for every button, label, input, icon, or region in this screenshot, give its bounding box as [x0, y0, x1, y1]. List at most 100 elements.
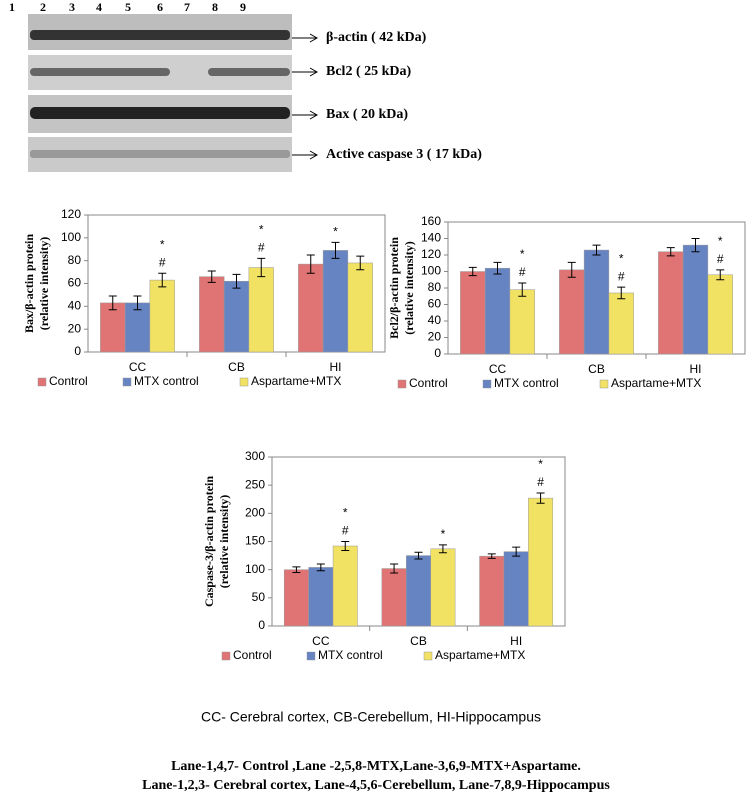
error-bar	[356, 255, 365, 271]
significance-marker: *	[538, 457, 543, 471]
error-bar	[108, 295, 117, 311]
bar	[682, 244, 709, 355]
y-tick-label: 160	[421, 214, 441, 228]
y-tick-label: 80	[428, 280, 442, 294]
bar	[248, 267, 274, 353]
y-tick-label: 100	[245, 562, 265, 576]
error-bar	[414, 551, 423, 560]
bar	[308, 567, 334, 627]
y-tick-label: 40	[68, 299, 82, 313]
y-axis-label: Caspase-3/β-actin protein	[202, 476, 216, 607]
bar	[559, 269, 585, 355]
y-axis-label: Bax/β-actin protein	[22, 234, 36, 333]
bar	[199, 276, 225, 353]
lane-number: 3	[69, 0, 75, 14]
bar	[707, 274, 733, 355]
significance-marker: #	[519, 265, 526, 279]
x-tick-label: CC	[489, 362, 507, 376]
significance-marker: *	[160, 237, 165, 251]
y-tick-label: 80	[68, 253, 82, 267]
x-tick-label: HI	[690, 362, 702, 376]
y-tick-label: 300	[245, 449, 265, 463]
error-bar	[691, 238, 700, 253]
band	[30, 30, 290, 40]
y-tick-label: 250	[245, 477, 265, 491]
lane-number: 5	[125, 0, 131, 14]
y-tick-label: 100	[61, 230, 81, 244]
y-tick-label: 60	[68, 276, 82, 290]
significance-marker: #	[717, 252, 724, 266]
y-tick-label: 0	[434, 346, 441, 360]
bar	[658, 251, 684, 355]
legend-label: Control	[49, 374, 88, 388]
significance-marker: *	[619, 251, 624, 265]
error-bar	[257, 257, 266, 278]
bar	[479, 555, 505, 627]
blot-label: β-actin ( 42 kDa)	[326, 30, 427, 45]
y-tick-label: 200	[245, 506, 265, 520]
error-bar	[518, 282, 527, 297]
y-tick-label: 20	[68, 321, 82, 335]
legend-label: Aspartame+MTX	[611, 376, 701, 390]
bar	[149, 279, 175, 353]
significance-marker: *	[441, 527, 446, 541]
error-bar	[493, 261, 502, 275]
bar	[608, 292, 634, 355]
error-bar	[341, 541, 350, 552]
error-bar	[232, 273, 241, 289]
error-bar	[207, 270, 216, 283]
arrow-head	[309, 33, 319, 43]
lane-number: 6	[157, 0, 163, 14]
y-tick-label: 0	[258, 618, 265, 632]
legend-label: Control	[233, 648, 272, 662]
y-tick-label: 50	[252, 590, 266, 604]
bar	[460, 271, 486, 355]
x-tick-label: CB	[228, 360, 245, 374]
caption-abbrev: CC- Cerebral cortex, CB-Cerebellum, HI-H…	[201, 709, 541, 725]
caption-line: Lane-1,2,3- Cerebral cortex, Lane-4,5,6-…	[142, 778, 610, 793]
legend-swatch	[397, 379, 407, 389]
legend-swatch	[239, 377, 249, 387]
y-tick-label: 100	[421, 264, 441, 278]
blot-label: Bcl2 ( 25 kDa)	[326, 64, 412, 79]
significance-marker: *	[333, 225, 338, 239]
lane-number: 4	[96, 0, 102, 14]
significance-marker: #	[537, 475, 544, 489]
legend-swatch	[37, 377, 47, 387]
bar	[583, 249, 610, 355]
error-bar	[567, 261, 576, 278]
error-bar	[487, 553, 496, 559]
band	[30, 68, 170, 76]
y-axis-label: Bcl2/β-actin protein	[387, 237, 401, 339]
legend-label: Aspartame+MTX	[435, 648, 525, 662]
band	[208, 68, 290, 76]
error-bar	[716, 269, 725, 281]
significance-marker: #	[342, 524, 349, 538]
band	[30, 150, 290, 158]
legend-label: Aspartame+MTX	[251, 374, 341, 388]
bar	[332, 545, 358, 627]
y-axis-label: (relative intensity)	[217, 495, 231, 588]
significance-marker: *	[520, 247, 525, 261]
significance-marker: *	[718, 234, 723, 248]
error-bar	[292, 566, 301, 573]
legend-swatch	[599, 379, 609, 389]
error-bar	[468, 266, 477, 277]
legend-swatch	[122, 377, 132, 387]
error-bar	[592, 244, 601, 256]
bar	[283, 569, 309, 627]
bar	[100, 302, 126, 353]
x-tick-label: HI	[510, 634, 522, 648]
bar	[430, 548, 456, 627]
legend-label: Control	[409, 376, 448, 390]
y-axis-label: (relative intensity)	[402, 241, 416, 334]
lane-number: 1	[9, 0, 15, 14]
lane-number: 2	[40, 0, 46, 14]
blots	[28, 14, 292, 172]
error-bar	[390, 563, 399, 574]
legend-swatch	[482, 379, 492, 389]
y-tick-label: 60	[428, 297, 442, 311]
bar	[298, 263, 324, 353]
blot-label: Active caspase 3 ( 17 kDa)	[326, 147, 482, 162]
legend-swatch	[423, 651, 433, 661]
